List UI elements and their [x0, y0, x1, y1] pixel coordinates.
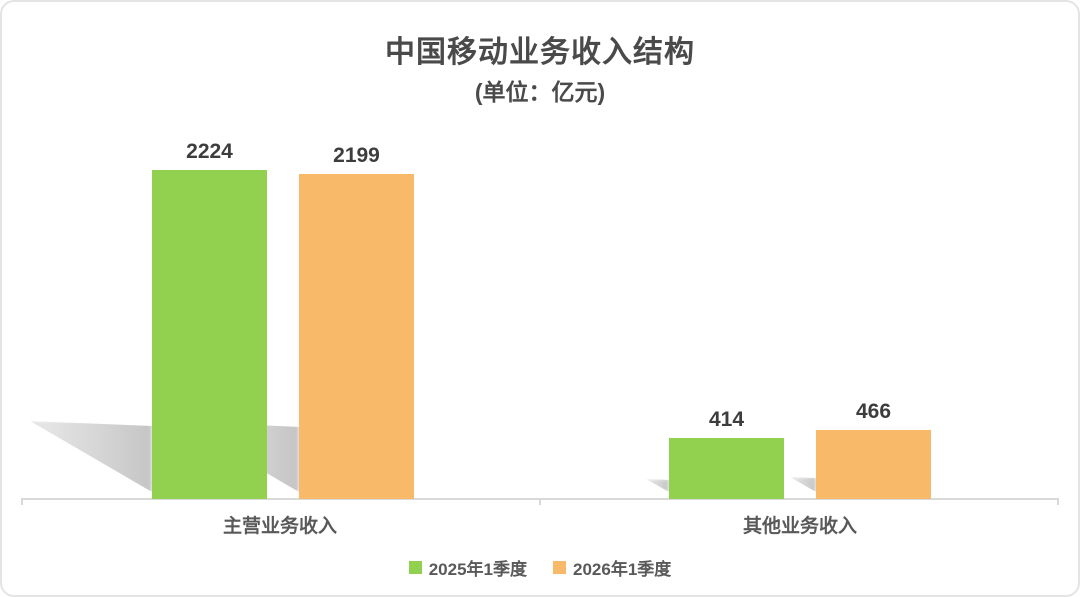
bar-2026年1季度-主营业务收入 [299, 174, 414, 499]
legend-label: 2026年1季度 [573, 560, 672, 579]
value-label: 2224 [186, 140, 233, 163]
bar-2025年1季度-主营业务收入 [152, 170, 267, 499]
legend-item-2026年1季度: 2026年1季度 [553, 555, 671, 580]
category-label-other-revenue: 其他业务收入 [742, 516, 857, 537]
value-label: 2199 [333, 144, 380, 167]
legend-swatch-icon [408, 561, 422, 574]
legend-label: 2025年1季度 [428, 560, 527, 579]
x-axis-line [21, 498, 1059, 500]
bar-2026年1季度-其他业务收入 [816, 430, 931, 499]
value-label: 466 [855, 400, 892, 423]
axis-tick [539, 500, 541, 505]
value-label: 414 [708, 408, 745, 431]
legend-item-2025年1季度: 2025年1季度 [408, 555, 527, 580]
bar-2025年1季度-其他业务收入 [669, 438, 784, 499]
chart-title: 中国移动业务收入结构 [385, 36, 695, 69]
axis-tick [1057, 500, 1059, 505]
bar-shadow [30, 421, 152, 492]
category-label-main-revenue: 主营业务收入 [222, 516, 337, 537]
axis-tick [21, 500, 23, 505]
legend: 2025年1季度 2026年1季度 [2, 555, 1078, 580]
chart-subtitle: (单位：亿元) [474, 79, 606, 105]
bar-shadow [646, 479, 669, 492]
bar-shadow [790, 477, 816, 492]
legend-swatch-icon [553, 561, 566, 574]
